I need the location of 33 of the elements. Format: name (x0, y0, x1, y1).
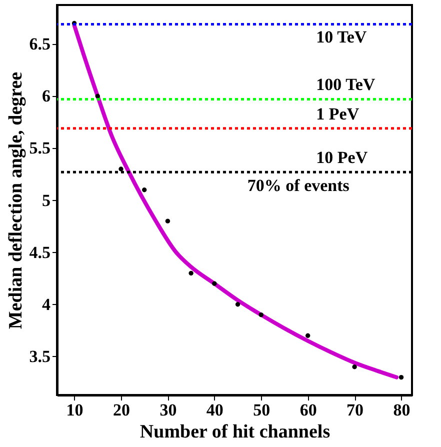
point (305, 333, 310, 338)
x-tick-label: 50 (253, 400, 270, 420)
y-tick-label: 5 (42, 190, 50, 210)
point (95, 94, 100, 98)
annotation: 70% of events (247, 176, 350, 196)
y-tick-label: 3.5 (29, 346, 50, 366)
x-tick-label: 80 (393, 400, 410, 420)
y-tick-label: 4.5 (29, 242, 50, 262)
x-tick-label: 70 (346, 400, 364, 420)
y-tick-label: 6 (42, 86, 50, 106)
point (212, 281, 217, 286)
x-tick-label: 40 (206, 400, 224, 420)
x-tick-label: 10 (66, 400, 84, 420)
point (235, 302, 240, 307)
ref-line-label: 100 TeV (316, 75, 376, 94)
x-tick-label: 20 (112, 400, 130, 420)
point (258, 312, 264, 318)
point (142, 188, 147, 192)
point (118, 166, 124, 172)
point (188, 270, 194, 276)
y-tick-label: 6.5 (29, 34, 50, 54)
ref-line-label: 1 PeV (316, 104, 360, 124)
y-tick-label: 5.5 (29, 138, 50, 158)
point (165, 218, 170, 224)
point (398, 374, 404, 380)
ref-line-label: 10 PeV (316, 148, 368, 168)
y-axis-title: Median deflection angle, degree (5, 72, 26, 330)
x-axis-title: Number of hit channels (140, 422, 330, 442)
ref-line-label: 10 TeV (316, 27, 368, 46)
y-tick-label: 4 (42, 294, 51, 314)
x-tick-label: 30 (160, 400, 177, 420)
x-tick-label: 60 (300, 400, 317, 420)
point (352, 364, 357, 370)
